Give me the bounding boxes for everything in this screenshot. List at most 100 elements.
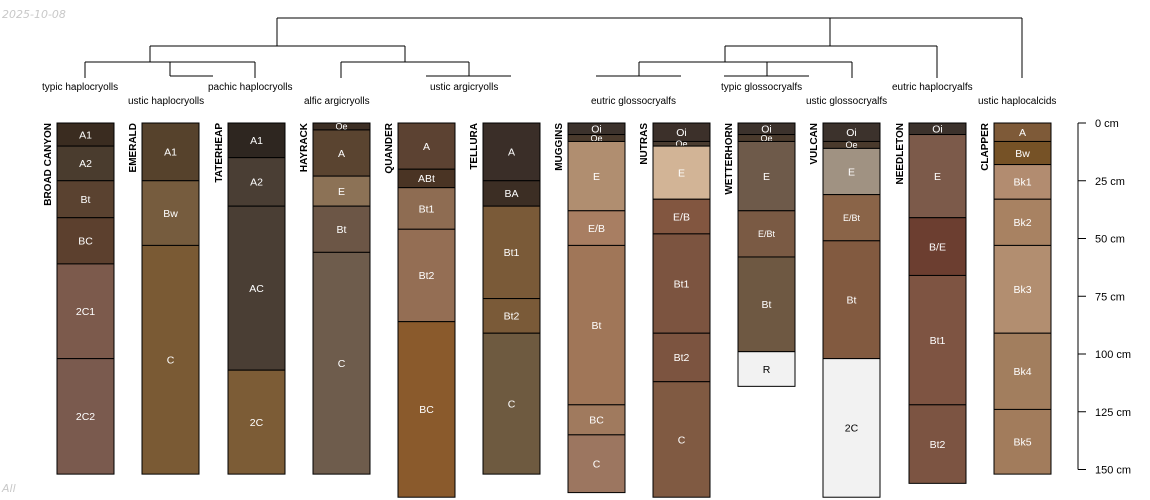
horizon-e [908, 134, 967, 219]
horizon-bt2 [482, 298, 541, 334]
horizon-label: BC [419, 404, 434, 416]
horizon-e [652, 145, 711, 200]
horizon-label: A2 [250, 177, 263, 189]
horizon-label: B/E [929, 241, 946, 253]
taxon-label: eutric haplocryalfs [892, 82, 973, 93]
soil-profile: A BA Bt1 Bt2 C TELLURA [469, 122, 541, 475]
horizon-label: E [678, 167, 685, 179]
horizon-bk4 [993, 332, 1052, 410]
profile-name: WETTERHORN [724, 123, 735, 195]
horizon-label: 2C [845, 423, 859, 435]
horizon-label: Bk3 [1013, 284, 1031, 296]
profile-name: TATERHEAP [214, 123, 225, 183]
horizon-e-b [652, 198, 711, 235]
horizon-2c [822, 358, 881, 498]
depth-axis: 0 cm 25 cm 50 cm 75 cm 100 cm 125 cm 150 cm [1077, 118, 1131, 477]
profile-name: NEEDLETON [895, 123, 906, 185]
horizon-label: Bk1 [1013, 177, 1031, 189]
horizon-label: Bt2 [419, 270, 435, 282]
taxon-label: typic haplocryolls [42, 82, 118, 93]
taxon-label: ustic argicryolls [430, 82, 498, 93]
horizon-a1 [141, 122, 200, 182]
horizon-bt [567, 244, 626, 406]
horizon-label: Bt1 [674, 278, 690, 290]
horizon-label: C [593, 459, 601, 471]
horizon-label: C [338, 358, 346, 370]
horizon-label: A [423, 141, 430, 153]
horizon-label: Bt [592, 320, 602, 332]
horizon-bk2 [993, 198, 1052, 246]
horizon-a [482, 122, 541, 182]
taxon-label: alfic argicryolls [304, 96, 370, 107]
horizon-e-bt [822, 194, 881, 242]
horizon-e-bt [737, 210, 796, 258]
horizon-label: 2C1 [76, 306, 95, 318]
soil-profile: A Bw Bk1 Bk2 Bk3 Bk4 Bk5 CLAPPER [980, 122, 1052, 475]
taxon-label: typic glossocryalfs [721, 82, 802, 93]
soil-profile: A1 A2 AC 2C TATERHEAP [214, 122, 286, 475]
horizon-label: Bt1 [419, 203, 435, 215]
horizon-label: Oi [676, 127, 687, 139]
horizon-c [141, 244, 200, 475]
horizon-bw [141, 180, 200, 246]
depth-tick-label: 25 cm [1095, 176, 1125, 188]
horizon-bt [312, 205, 371, 253]
profile-name: VULCAN [809, 123, 820, 165]
horizon-label: AC [249, 283, 264, 295]
horizon-label: BC [589, 415, 604, 427]
horizon-label: Oe [335, 122, 347, 132]
horizon-label: C [167, 355, 175, 367]
horizon-label: Oe [675, 139, 687, 149]
dendrogram [84, 17, 1023, 78]
taxon-label: ustic haplocryolls [128, 96, 204, 107]
depth-tick-label: 50 cm [1095, 234, 1125, 246]
horizon-label: E/Bt [843, 213, 861, 223]
profile-name: EMERALD [128, 123, 139, 172]
horizon-label: E/B [673, 211, 690, 223]
horizon-label: Oi [846, 127, 857, 139]
horizon-c [312, 251, 371, 475]
horizon-a2 [227, 157, 286, 207]
horizon-label: Bt [762, 299, 772, 311]
horizon-label: R [763, 364, 771, 376]
horizon-label: Bt [81, 194, 91, 206]
soil-profile: A1 A2 Bt BC 2C1 2C2 BROAD CANYON [43, 122, 115, 475]
horizon-label: Oe [760, 133, 772, 143]
horizon-label: A [508, 147, 515, 159]
horizon-label: ABt [418, 173, 435, 185]
horizon-2c2 [56, 358, 115, 475]
profile-name: QUANDER [384, 122, 395, 173]
horizon-label: Bk5 [1013, 437, 1031, 449]
profile-name: MUGGINS [554, 123, 565, 171]
horizon-bt1 [482, 205, 541, 300]
taxon-label: eutric glossocryalfs [591, 96, 676, 107]
horizon-label: A [1019, 127, 1026, 139]
horizon-label: Oi [761, 124, 772, 136]
profile-name: BROAD CANYON [43, 123, 54, 206]
horizon-2c [227, 369, 286, 475]
horizon-label: Bt [337, 224, 347, 236]
horizon-ac [227, 205, 286, 371]
horizon-e [567, 140, 626, 212]
depth-tick-label: 150 cm [1095, 465, 1131, 477]
horizon-a [397, 122, 456, 170]
horizon-label: Bt1 [930, 335, 946, 347]
horizon-label: E [934, 171, 941, 183]
horizon-label: Bw [163, 208, 178, 220]
horizon-label: A [338, 148, 345, 160]
soil-profile: A ABt Bt1 Bt2 BC QUANDER [384, 122, 456, 498]
horizon-label: Bt2 [930, 439, 946, 451]
horizon-label: Bt1 [504, 247, 520, 259]
horizon-label: A1 [164, 147, 177, 159]
horizon-label: 2C [250, 417, 264, 429]
horizon-label: Oi [591, 124, 602, 136]
soil-profile: A1 Bw C EMERALD [128, 122, 200, 475]
horizon-bt2 [908, 404, 967, 484]
taxon-labels: typic haplocryolls ustic haplocryolls pach… [42, 82, 1056, 107]
horizon-label: Oe [845, 140, 857, 150]
depth-tick-label: 0 cm [1095, 118, 1119, 130]
